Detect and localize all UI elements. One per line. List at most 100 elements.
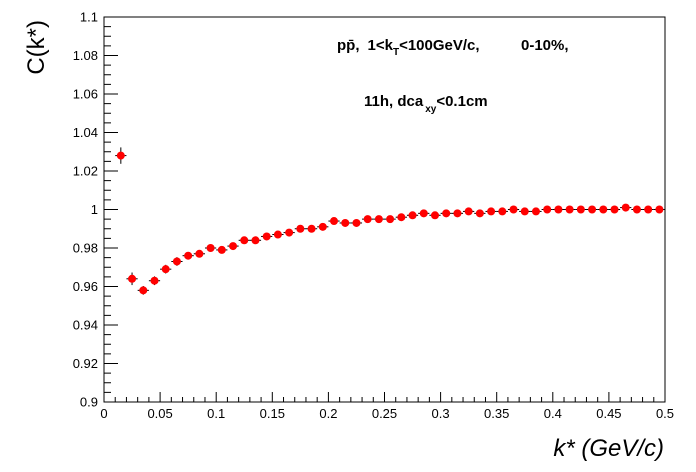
data-marker [374,215,383,224]
kt-range-prefix: 1<k [368,37,394,54]
data-marker [251,236,260,245]
data-point [463,207,475,216]
data-marker [576,205,585,214]
data-marker [273,230,282,239]
data-point [418,209,430,218]
y-tick-label: 0.98 [73,241,98,256]
x-tick-label: 0.25 [372,406,397,421]
data-point [182,251,194,260]
y-tick-label: 0.96 [73,279,98,294]
data-point [373,215,385,224]
data-point [552,205,565,214]
data-point [507,205,520,214]
data-marker [139,286,148,295]
data-marker [554,205,563,214]
data-point [384,215,396,224]
x-tick-label: 0.15 [260,406,285,421]
data-marker [442,209,451,218]
data-point [261,232,273,241]
data-marker [464,207,473,216]
y-tick-label: 1.02 [73,164,98,179]
data-point [317,222,329,231]
data-point [620,203,632,212]
y-tick-label: 0.92 [73,356,98,371]
data-marker [285,228,294,237]
data-marker [565,205,574,214]
data-point [115,147,127,164]
data-marker [419,209,428,218]
data-marker [487,207,496,216]
x-tick-label: 0.05 [147,406,172,421]
x-axis-ticks: 0 0.05 0.1 0.15 0.2 0.25 0.3 0.35 0.4 0.45 0.5 [100,392,674,421]
data-point [608,205,621,214]
data-point [328,217,340,226]
data-marker [307,224,316,233]
data-marker [172,257,181,266]
data-point [653,205,665,214]
data-markers [115,147,665,295]
data-marker [262,232,271,241]
data-point [160,264,172,274]
data-marker [363,215,372,224]
data-point [350,218,363,227]
data-point [586,205,598,214]
dca-cut-suffix: <0.1cm [436,93,487,110]
annotation-line-2: 11h, dca xy<0.1cm [364,93,488,115]
data-marker [386,215,395,224]
data-point [451,209,464,218]
data-marker [430,211,439,220]
data-point [148,276,161,286]
data-marker [229,242,238,251]
y-tick-label: 0.9 [80,395,98,410]
pair-label: pp̄ [337,37,355,54]
data-marker [397,213,406,222]
data-marker [588,205,597,214]
data-marker [150,276,159,285]
y-tick-label: 1.08 [73,48,98,63]
data-point [474,209,486,218]
y-axis-ticks: 0.9 0.92 0.94 0.96 0.98 1 1.02 1.04 1.06 1.08 1.1 [73,10,118,410]
data-marker [610,205,619,214]
data-point [440,209,452,218]
x-tick-label: 0.1 [207,406,225,421]
data-point [305,224,318,233]
data-point [362,215,374,224]
centrality-label: 0-10%, [521,37,569,54]
data-point [204,244,217,252]
data-point [519,207,531,216]
data-point [406,211,419,220]
data-point [485,207,497,216]
data-point [395,213,407,222]
data-point [238,236,250,245]
data-point [339,218,351,227]
data-marker [330,217,339,226]
kt-subscript: T [393,47,399,58]
data-marker [644,205,653,214]
data-point [283,228,295,237]
data-point [429,211,441,220]
data-point [216,245,228,254]
x-tick-label: 0.2 [319,406,337,421]
data-point [564,205,576,214]
dataset-prefix: 11h, dca [364,93,424,110]
data-marker [217,245,226,254]
data-marker [341,218,350,227]
data-marker [352,218,361,227]
data-marker [509,205,518,214]
data-marker [621,203,630,212]
data-marker [116,151,125,160]
data-point [193,249,205,258]
data-point [631,205,643,214]
data-point [530,207,542,216]
pair-separator: , [355,37,359,54]
data-point [597,205,609,214]
data-point [642,205,654,214]
y-tick-label: 0.94 [73,318,98,333]
data-marker [296,224,305,233]
data-marker [161,265,170,274]
data-point [541,205,553,214]
y-tick-label: 1.1 [80,10,98,25]
data-point [171,257,183,266]
data-marker [128,274,137,283]
